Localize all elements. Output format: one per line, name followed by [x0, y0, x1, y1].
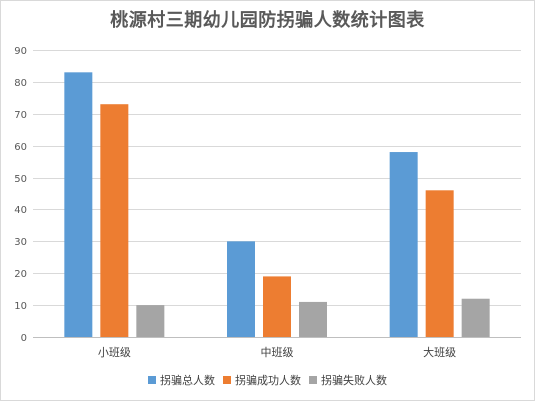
- bar-3: [136, 305, 165, 337]
- y-tick-label: 80: [14, 78, 27, 89]
- y-tick-label: 20: [14, 269, 27, 280]
- y-tick-label: 50: [14, 174, 27, 185]
- legend-item: 拐骗总人数: [148, 372, 215, 388]
- bar-1: [227, 241, 255, 337]
- legend-swatch: [148, 376, 156, 384]
- y-tick-label: 0: [21, 333, 27, 344]
- x-category-label: 大班级: [423, 345, 456, 359]
- y-tick-label: 30: [14, 237, 27, 248]
- legend-swatch: [309, 376, 317, 384]
- legend-item: 拐骗失败人数: [309, 372, 387, 388]
- bar-3: [461, 298, 490, 337]
- bar-2: [425, 190, 454, 337]
- legend-label: 拐骗成功人数: [235, 374, 301, 387]
- legend-swatch: [223, 376, 231, 384]
- y-tick-label: 90: [14, 46, 27, 57]
- bar-2: [263, 276, 291, 337]
- legend-label: 拐骗失败人数: [321, 374, 387, 387]
- bar-1: [64, 72, 93, 338]
- y-tick-label: 70: [14, 110, 27, 121]
- chart-title: 桃源村三期幼儿园防拐骗人数统计图表: [110, 10, 425, 31]
- chart-legend: 拐骗总人数 拐骗成功人数 拐骗失败人数: [0, 372, 535, 388]
- bar-3: [299, 301, 327, 337]
- bar-1: [389, 152, 418, 337]
- y-tick-label: 40: [14, 205, 27, 216]
- x-category-label: 小班级: [98, 346, 131, 359]
- bar-2: [100, 104, 129, 337]
- legend-item: 拐骗成功人数: [223, 372, 301, 388]
- x-category-label: 中班级: [261, 346, 294, 359]
- y-tick-label: 60: [14, 142, 27, 153]
- legend-label: 拐骗总人数: [160, 374, 215, 387]
- y-tick-label: 10: [14, 301, 27, 312]
